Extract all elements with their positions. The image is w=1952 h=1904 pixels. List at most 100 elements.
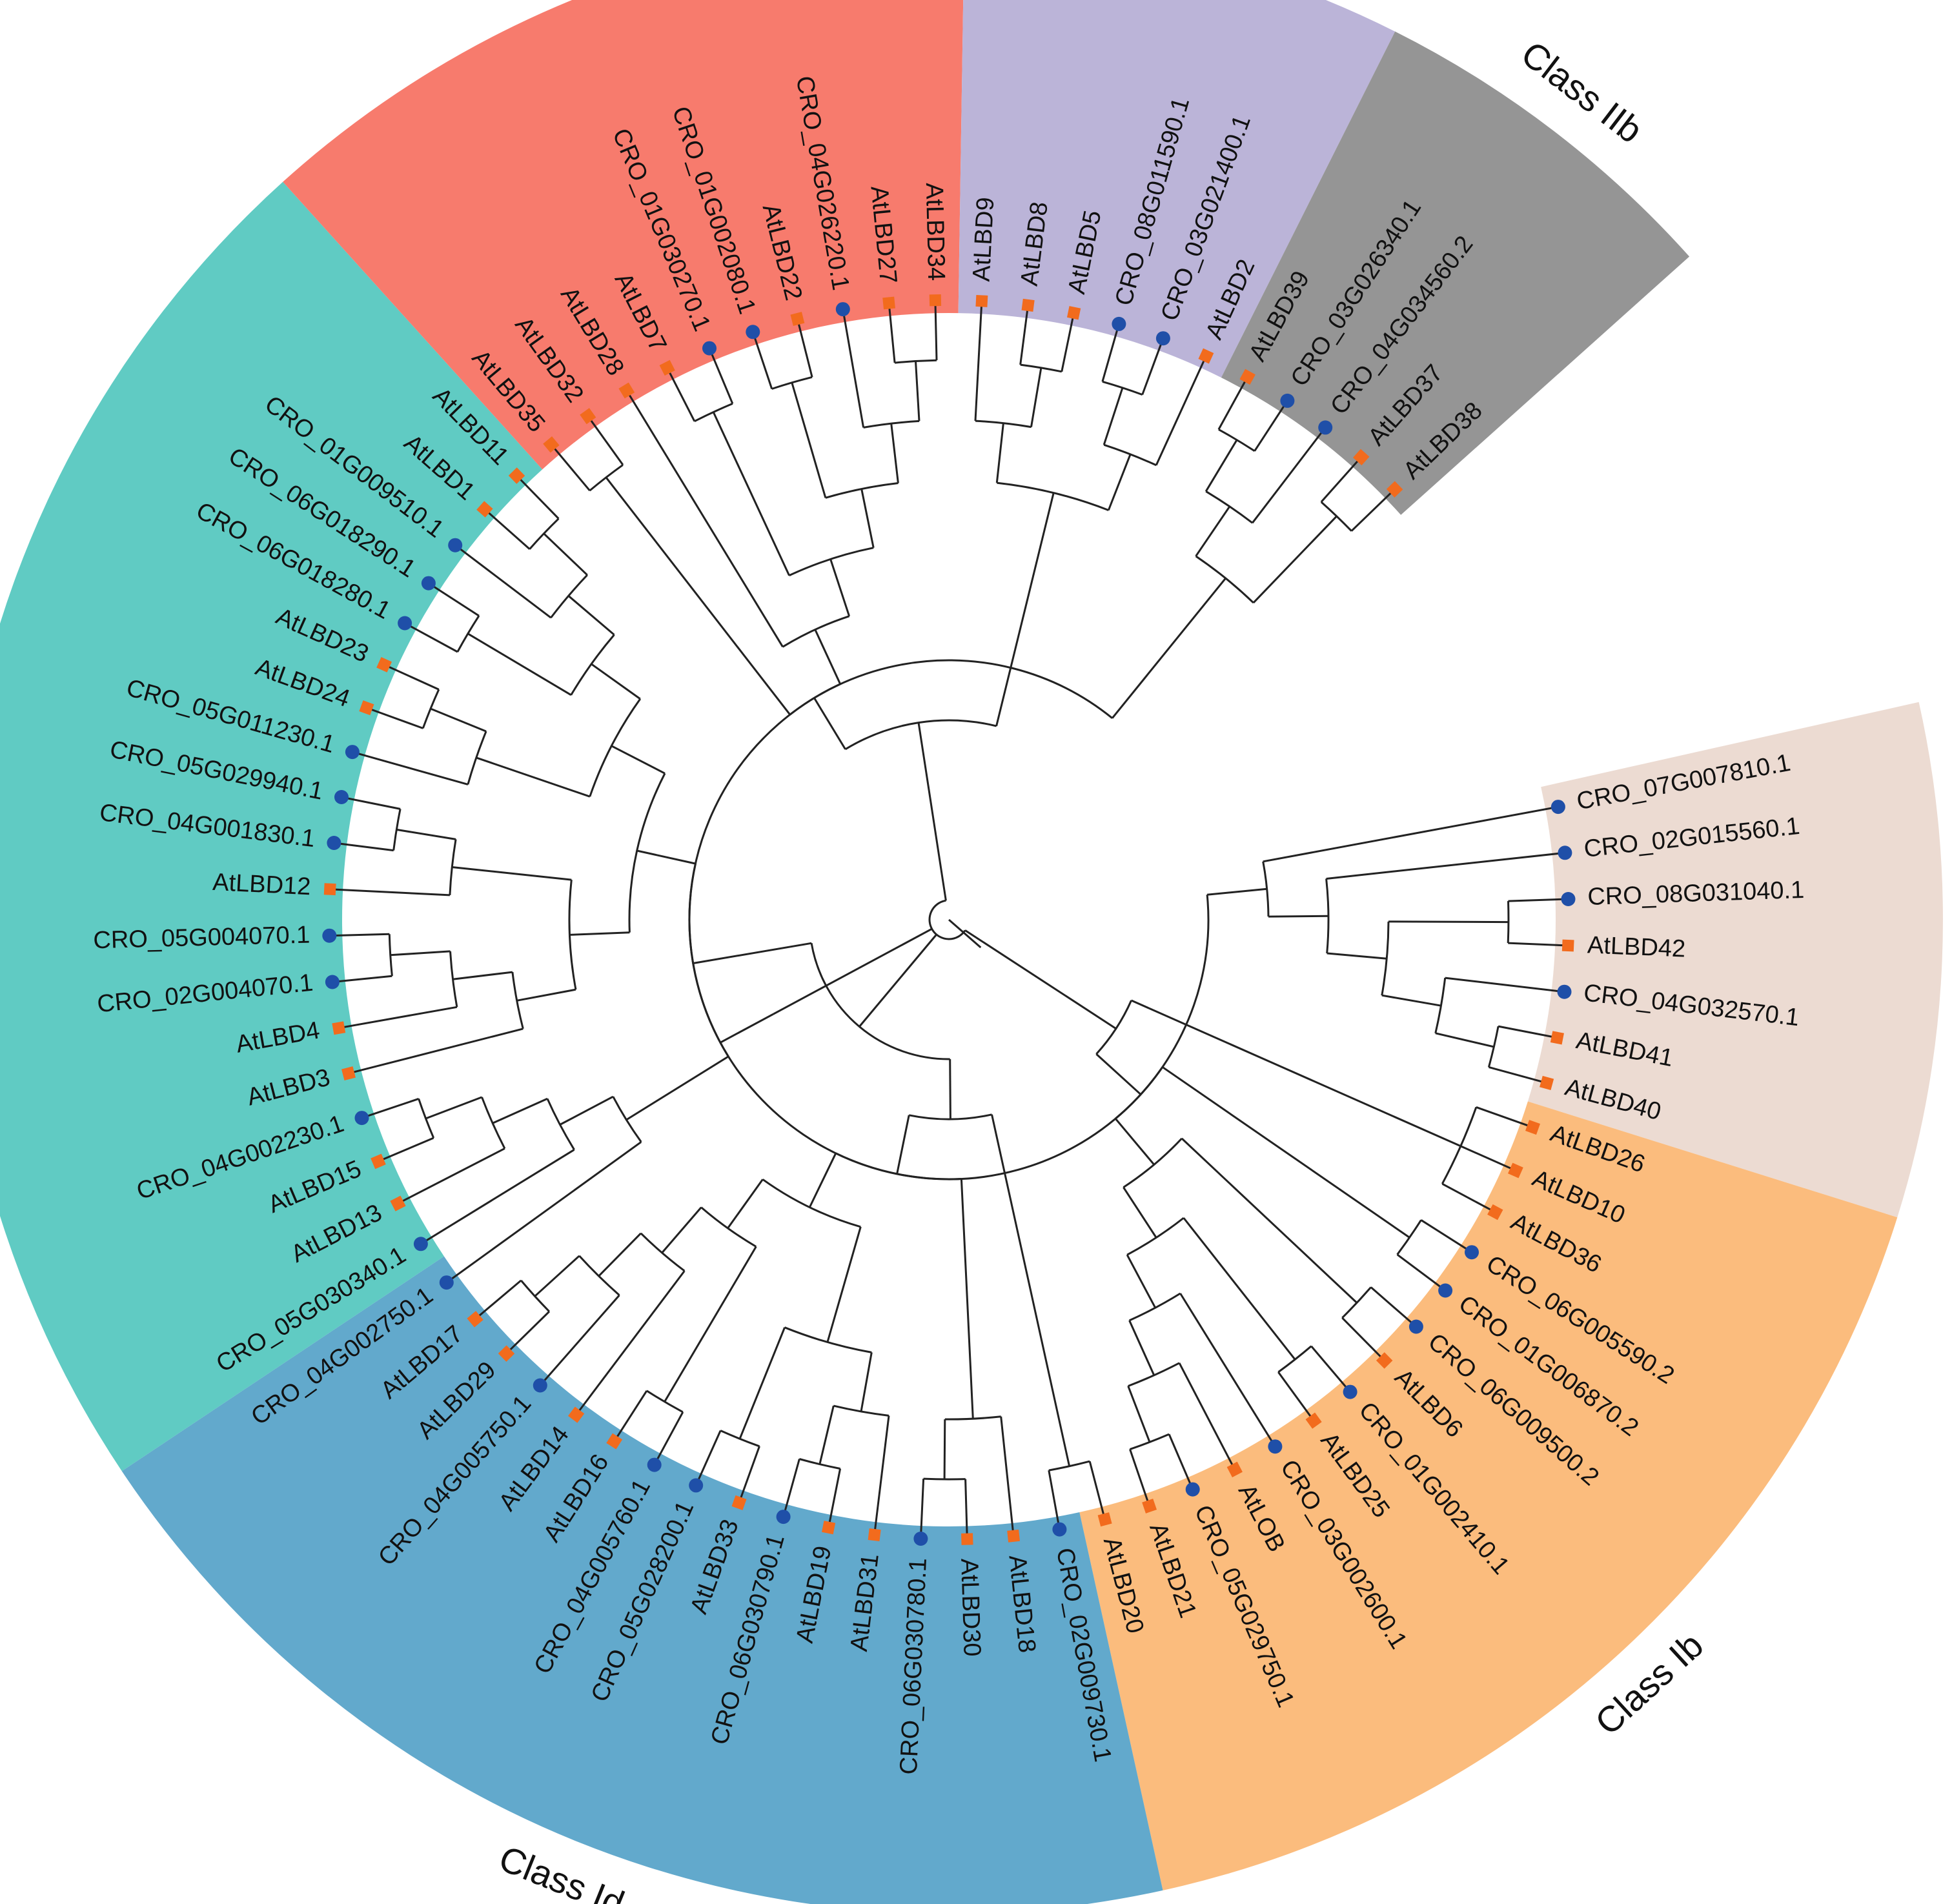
tree-branch [1195, 505, 1231, 557]
tree-branch [1420, 1219, 1472, 1253]
tree-branch [396, 828, 456, 840]
tree-branch [1123, 1186, 1157, 1239]
tree-branch [773, 927, 933, 1015]
tree-branch [1128, 1320, 1155, 1376]
tree-branch [782, 1459, 800, 1517]
tree-branch [1183, 1217, 1296, 1361]
cro-circle-marker [913, 1532, 928, 1546]
tree-branch-arc [762, 1179, 861, 1228]
tree-branch-arc [1048, 1460, 1090, 1472]
tree-branch [1217, 376, 1249, 430]
cro-circle-marker [334, 790, 349, 804]
tree-branch-arc [771, 376, 813, 390]
tree-branch [636, 849, 696, 865]
tree-branch [666, 367, 696, 422]
cro-circle-marker [327, 836, 341, 850]
tree-branch-arc [467, 731, 487, 785]
tree-branch-arc [570, 634, 615, 696]
arabidopsis-square-marker [371, 1153, 386, 1170]
cro-circle-marker [533, 1378, 547, 1393]
cro-circle-marker [398, 616, 412, 631]
cro-circle-marker [1052, 1522, 1067, 1537]
tree-branch [964, 929, 1117, 1029]
cro-circle-marker [448, 538, 463, 552]
tree-branch-arc [1128, 1362, 1180, 1387]
tree-branch [397, 1148, 505, 1204]
arabidopsis-square-marker [822, 1521, 836, 1535]
tree-branch [1129, 1448, 1151, 1506]
tree-branch [1370, 1286, 1417, 1328]
tree-branch [476, 756, 591, 798]
arabidopsis-square-marker [341, 1066, 356, 1081]
tree-branch [452, 866, 572, 881]
arabidopsis-square-marker [1550, 1031, 1564, 1045]
cro-circle-marker [1155, 331, 1170, 346]
tree-branch [720, 1013, 774, 1044]
class-sector-ic [283, 0, 964, 470]
class-sector-iib [1221, 31, 1690, 515]
tree-branch [1088, 1461, 1106, 1520]
tree-branch [366, 707, 423, 729]
cro-circle-marker [1343, 1384, 1357, 1399]
tree-branch [1101, 323, 1120, 382]
tree-branch [1179, 1293, 1276, 1447]
arabidopsis-square-marker [1226, 1461, 1243, 1477]
tree-branch [332, 975, 392, 983]
tree-branch [352, 751, 469, 785]
tree-branch-arc [520, 1279, 550, 1313]
tree-branch-arc [720, 1430, 760, 1448]
tree-branch-arc [1381, 921, 1390, 996]
leaf-label: AtLBD9 [968, 196, 1000, 282]
arabidopsis-square-marker [868, 1528, 881, 1542]
tree-branch [949, 1058, 951, 1120]
cro-circle-marker [354, 1111, 369, 1126]
tree-branch-arc [1341, 1286, 1372, 1319]
tree-branch [390, 950, 451, 957]
tree-branch [534, 1255, 580, 1297]
tree-branch [860, 1352, 873, 1412]
tree-branch-arc [550, 574, 588, 619]
tree-branch [452, 971, 513, 980]
tree-branch [738, 1446, 760, 1503]
arabidopsis-square-marker [1021, 298, 1035, 312]
arabidopsis-square-marker [882, 296, 895, 310]
tree-branch [483, 508, 531, 550]
tree-branch [1162, 1066, 1410, 1239]
tree-branch-arc [1320, 501, 1352, 532]
arabidopsis-square-marker [1097, 1512, 1112, 1527]
tree-branch-arc [456, 615, 480, 653]
tree-branch-arc [1130, 1433, 1170, 1450]
tree-branch [1263, 805, 1559, 863]
cro-circle-marker [702, 341, 717, 356]
arabidopsis-square-marker [467, 1311, 483, 1328]
arabidopsis-square-marker [659, 360, 675, 376]
tree-branch [695, 1430, 722, 1486]
arabidopsis-square-marker [498, 1345, 515, 1362]
tree-branch [661, 1206, 702, 1253]
tree-branch [818, 1405, 835, 1464]
tree-branch [888, 303, 896, 363]
tree-branch [796, 318, 813, 378]
tree-branch [712, 411, 790, 576]
tree-branch [425, 1096, 483, 1120]
tree-branch [873, 1415, 890, 1535]
tree-branch [917, 722, 947, 901]
cro-circle-marker [421, 576, 436, 591]
arabidopsis-square-marker [1525, 1120, 1540, 1135]
tree-branch [543, 532, 588, 576]
cro-circle-marker [325, 975, 340, 989]
tree-branch [575, 1270, 686, 1415]
tree-branch [1019, 305, 1030, 365]
cro-circle-marker [413, 1237, 428, 1251]
cro-circle-marker [1318, 420, 1333, 435]
tree-branch [348, 1028, 524, 1075]
tree-branch [1252, 427, 1327, 524]
tree-branch [591, 663, 641, 700]
leaf-label: AtLBD30 [955, 1558, 985, 1657]
tree-branch [1310, 1345, 1351, 1393]
tree-branch [664, 1246, 757, 1403]
tree-branch-arc [392, 809, 402, 851]
tree-branch [829, 558, 851, 617]
tree-branch [995, 492, 1055, 727]
